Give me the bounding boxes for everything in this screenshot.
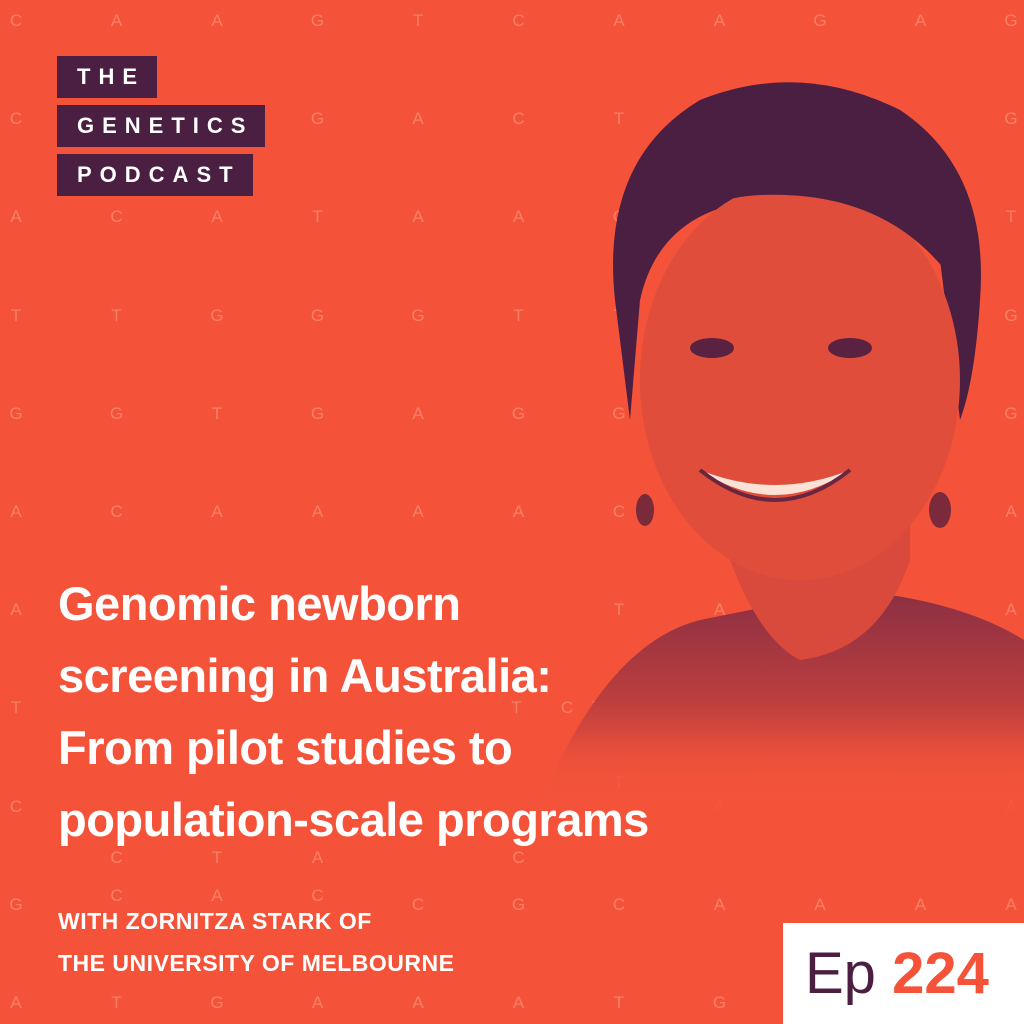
background-letter: A [613,11,625,30]
background-letter: G [9,403,23,423]
guest-line: WITH ZORNITZA STARK OF [58,908,372,934]
background-letter: A [10,502,22,521]
background-letter: G [310,109,325,129]
episode-badge: Ep 224 [783,923,1024,1024]
earring-left [636,494,654,526]
background-letter: T [111,305,122,325]
background-letter: G [210,305,224,325]
background-letter: G [1004,109,1018,129]
background-letter: T [613,993,625,1012]
background-letter: A [10,207,22,227]
title-line: From pilot studies to [58,721,513,774]
background-letter: C [9,11,23,30]
background-letter: A [211,502,223,521]
background-letter: T [1005,207,1017,227]
background-letter: A [814,894,826,914]
background-letter: A [412,207,424,227]
background-letter: A [211,207,223,227]
background-letter: A [1005,600,1017,620]
title-line: Genomic newborn [58,577,461,630]
background-letter: C [512,847,525,867]
background-letter: T [10,305,22,325]
background-letter: A [311,993,324,1012]
background-letter: T [312,207,323,227]
episode-title: Genomic newborn screening in Australia: … [58,579,649,867]
earring-right [929,492,951,528]
background-letter: G [109,403,124,423]
background-letter: G [310,403,325,423]
background-letter: A [211,885,223,905]
background-letter: C [9,796,23,816]
background-letter: A [512,207,525,227]
background-letter: C [110,502,123,521]
background-letter: A [1005,502,1017,521]
background-letter: G [1004,403,1018,423]
background-letter: A [311,502,324,521]
background-letter: C [110,847,123,867]
background-letter: A [10,600,22,620]
background-letter: C [512,11,525,30]
episode-label: Ep [805,941,876,1006]
background-letter: G [511,894,526,914]
background-letter: T [511,698,522,718]
background-letter: A [914,894,927,914]
background-letter: A [10,993,22,1012]
background-letter: G [9,894,23,914]
logo-line-podcast: PODCAST [57,154,253,196]
background-letter: A [713,11,726,30]
title-line: screening in Australia: [58,649,552,702]
background-letter: T [211,847,223,867]
background-letter: T [613,600,625,620]
background-letter: C [9,109,23,129]
background-letter: G [813,11,827,30]
background-letter: C [311,885,324,905]
background-letter: C [411,894,425,914]
title-line: population-scale programs [58,793,649,846]
background-letter: G [1004,11,1018,30]
background-letter: G [310,305,325,325]
background-letter: T [613,109,625,129]
background-letter: A [412,502,424,521]
background-letter: C [612,502,626,521]
background-letter: A [512,502,525,521]
background-letter: G [511,403,526,423]
background-letter: A [914,11,927,30]
background-letter: A [412,993,424,1012]
podcast-logo: THE GENETICS PODCAST [57,56,266,203]
background-letter: A [412,109,424,129]
background-letter: A [713,600,726,620]
background-letter: T [111,993,122,1012]
background-letter: T [513,305,524,325]
background-letter: C [512,109,525,129]
background-letter: C [110,885,123,905]
background-letter: C [612,894,626,914]
background-letter: G [210,993,224,1012]
background-letter: A [713,894,726,914]
logo-line-genetics: GENETICS [57,105,266,147]
background-letter: A [512,993,525,1012]
logo-line-the: THE [57,56,157,98]
background-letter: A [1005,894,1017,914]
episode-number: 224 [892,941,989,1006]
background-letter: T [412,11,424,30]
background-letter: A [412,403,424,423]
guest-credit: WITH ZORNITZA STARK OF THE UNIVERSITY OF… [58,907,454,991]
background-letter: A [110,11,123,30]
background-letter: T [10,698,22,718]
hair [613,82,981,420]
background-letter: G [712,993,727,1012]
background-letter: A [211,11,223,30]
background-letter: G [310,11,325,30]
background-letter: T [211,403,223,423]
background-letter: A [311,847,324,867]
face [640,180,960,580]
background-letter: G [411,305,425,325]
guest-line: THE UNIVERSITY OF MELBOURNE [58,950,455,976]
background-letter: C [110,207,123,227]
background-letter: G [1004,305,1018,325]
background-letter: G [612,403,626,423]
